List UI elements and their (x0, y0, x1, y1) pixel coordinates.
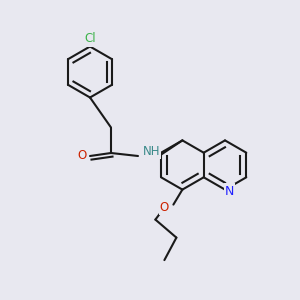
Text: N: N (225, 184, 234, 198)
Text: Cl: Cl (84, 32, 96, 46)
Text: O: O (78, 149, 87, 163)
Text: NH: NH (143, 145, 160, 158)
Text: O: O (160, 201, 169, 214)
